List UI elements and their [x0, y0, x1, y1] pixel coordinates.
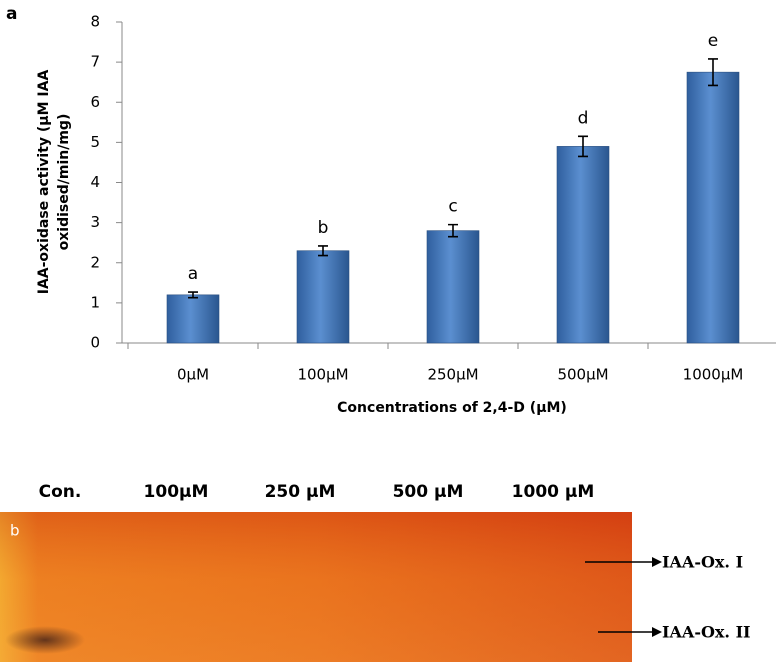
y-tick-label: 1 — [90, 293, 100, 311]
lane-label: 250 µM — [265, 482, 336, 502]
significance-letter: d — [578, 108, 589, 128]
lane-label: 500 µM — [393, 482, 464, 502]
band-arrow-head — [652, 627, 662, 637]
bar — [167, 295, 219, 343]
significance-letter: c — [448, 197, 457, 217]
significance-letter: b — [318, 218, 329, 238]
panel-label: b — [10, 522, 20, 540]
x-tick-label: 0µM — [177, 366, 209, 384]
x-tick-label: 100µM — [297, 366, 348, 384]
x-tick-label: 500µM — [557, 366, 608, 384]
lane-label: 1000 µM — [512, 482, 595, 502]
x-tick-label: 1000µM — [683, 366, 744, 384]
lane-label: 100µM — [144, 482, 209, 502]
y-tick-label: 8 — [90, 13, 100, 31]
y-tick-label: 3 — [90, 213, 100, 231]
bar — [297, 251, 349, 343]
bar — [557, 146, 609, 343]
x-tick-label: 250µM — [427, 366, 478, 384]
y-tick-label: 0 — [90, 334, 100, 352]
figure: a IAA-oxidase activity (µM IAA oxidised/… — [0, 0, 776, 662]
lane-label: Con. — [39, 482, 82, 502]
significance-letter: a — [188, 264, 198, 284]
y-tick-label: 7 — [90, 53, 100, 71]
y-tick-label: 5 — [90, 133, 100, 151]
y-axis-label: IAA-oxidase activity (µM IAA — [36, 70, 52, 295]
bar — [687, 72, 739, 343]
band-arrow-head — [652, 557, 662, 567]
gel-spot — [5, 626, 85, 654]
band-label: IAA-Ox. II — [662, 623, 751, 642]
significance-letter: e — [708, 31, 718, 51]
gel-image — [0, 512, 662, 662]
x-axis-label: Concentrations of 2,4-D (µM) — [337, 400, 567, 416]
bar — [427, 231, 479, 343]
gel-shade — [0, 512, 632, 662]
y-axis-label: oxidised/min/mg) — [56, 114, 72, 251]
y-tick-label: 6 — [90, 93, 100, 111]
y-tick-label: 4 — [90, 173, 100, 191]
panel-label: a — [6, 4, 17, 24]
band-label: IAA-Ox. I — [662, 553, 743, 572]
y-tick-label: 2 — [90, 253, 100, 271]
